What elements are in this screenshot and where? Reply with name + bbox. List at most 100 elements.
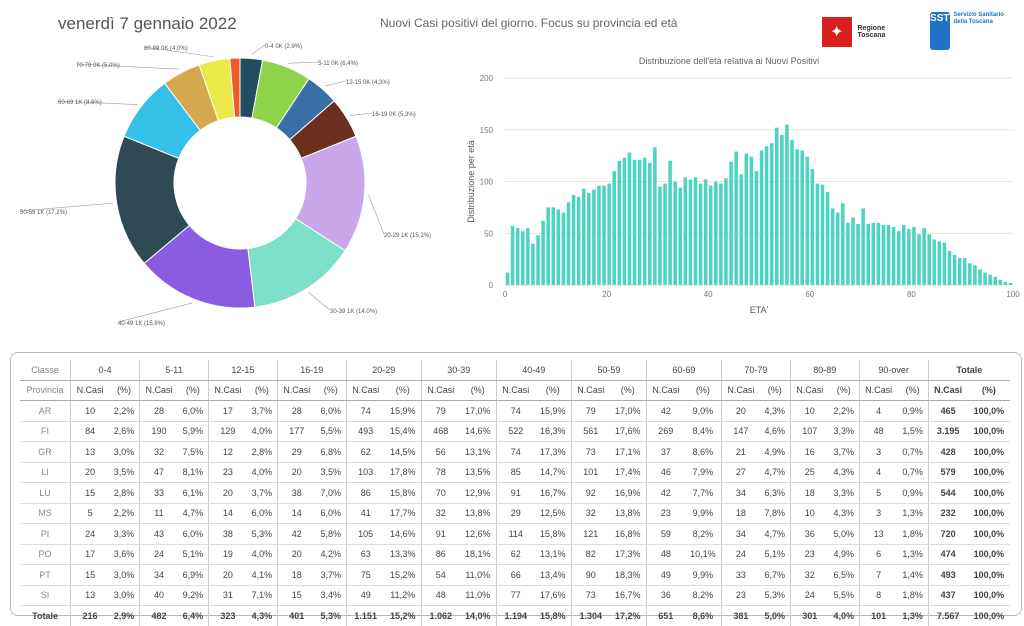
table-cell: 84 (70, 421, 110, 442)
age-bar (998, 279, 1003, 285)
age-bar (556, 209, 561, 285)
table-cell: 13 (858, 523, 898, 545)
table-cell: 17,8% (384, 462, 422, 483)
age-bar (607, 183, 611, 285)
regione-toscana-logo: ✦ Regione Toscana (822, 14, 914, 50)
table-cell: 6,1% (177, 482, 209, 504)
table-cell: 23 (720, 585, 760, 606)
table-cell: 8,6% (684, 605, 722, 626)
province-cell: PO (20, 544, 71, 565)
pie-slice-label: 12-15 0K (4,3%) (346, 80, 390, 86)
age-bar (744, 153, 749, 285)
age-bar (729, 161, 733, 285)
age-bar (526, 228, 530, 285)
y-axis-label: Distribuzione per età (466, 140, 476, 223)
table-cell: 32 (789, 564, 829, 586)
total-cell: 232 (927, 503, 968, 524)
table-cell: 4,0% (246, 462, 278, 483)
table-cell: 77 (495, 585, 535, 606)
table-cell: 46 (645, 462, 685, 483)
province-cell: LU (20, 482, 71, 504)
age-bar (780, 134, 784, 285)
total-cell: 474 (927, 544, 968, 565)
pie-slice-label: 16-19 0K (5,3%) (372, 112, 416, 118)
table-cell: 15 (276, 585, 316, 606)
table-cell: 3,3% (828, 421, 860, 442)
age-bar (815, 183, 820, 285)
table-cell: 23 (645, 503, 685, 524)
table-cell: 48 (645, 544, 685, 565)
x-tick-label: 100 (1006, 290, 1020, 299)
table-cell: 25 (789, 462, 829, 483)
age-bar (861, 208, 865, 285)
table-cell: 6,8% (315, 441, 347, 463)
province-age-table: Classe 0-4 5-11 12-15 16-19 20-29 30-39 40-49 50… (20, 360, 1010, 626)
total-pct-cell: 100,0% (967, 544, 1010, 565)
table-cell: 7,8% (759, 503, 791, 524)
report-date: venerdì 7 gennaio 2022 (58, 14, 237, 33)
table-cell: 6,0% (177, 400, 209, 422)
age-bar (571, 194, 576, 285)
table-cell: 2,2% (109, 503, 140, 524)
table-cell: 101 (858, 605, 898, 626)
header-ncasi: N.Casi (420, 380, 460, 401)
table-cell: 114 (495, 523, 535, 545)
pie-slice-label: 80-89 0K (4,0%) (144, 46, 188, 52)
header-pct: (%) (459, 380, 497, 401)
table-cell: 32 (139, 441, 178, 463)
table-cell: 12 (207, 441, 247, 463)
table-cell: 0,9% (897, 482, 929, 504)
table-cell: 561 (570, 421, 610, 442)
table-cell: 62 (495, 544, 535, 565)
pie-label-line (288, 61, 319, 64)
y-tick-label: 0 (489, 281, 494, 290)
age-bar (612, 171, 616, 285)
table-cell: 16,7% (609, 585, 647, 606)
table-cell: 3,5% (109, 462, 140, 483)
table-row: SI 13 3,0% 40 9,2% 31 7,1% 15 3,4% 49 11,2% 48 11,0%… (20, 585, 1010, 606)
age-bar (907, 229, 911, 285)
table-cell: 78 (420, 462, 460, 483)
table-cell: 5 (858, 482, 898, 504)
province-cell: MS (20, 503, 71, 524)
pie-slice-label: 0-4 0K (2,9%) (265, 44, 302, 50)
table-cell: 4,3% (759, 400, 791, 422)
table-cell: 3,0% (109, 585, 140, 606)
age-bar (917, 234, 921, 285)
header-age-class: 12-15 (207, 360, 278, 381)
age-bar (551, 207, 556, 285)
table-cell: 42 (645, 400, 685, 422)
pie-slice-label: 50-59 1K (17,2%) (20, 210, 67, 216)
pie-slice-label: 70-79 0K (5,0%) (76, 63, 120, 69)
header-age-class: 80-89 (789, 360, 860, 381)
table-cell: 5 (70, 503, 110, 524)
table-total-row: Totale 216 2,9% 482 6,4% 323 4,3% 401 5,3% 1.151 1… (20, 605, 1010, 626)
pie-label-line (251, 44, 266, 55)
table-cell: 4,3% (246, 605, 278, 626)
age-bar (835, 212, 840, 285)
x-tick-label: 0 (503, 290, 508, 299)
header-ncasi: N.Casi (70, 380, 110, 401)
table-row: PI 24 3,3% 43 6,0% 38 5,3% 42 5,8% 105 14,6% 91 12,6… (20, 523, 1010, 545)
table-cell: 54 (420, 564, 460, 586)
table-cell: 4,0% (246, 544, 278, 565)
pie-label-line (308, 292, 331, 311)
age-bar (932, 239, 937, 285)
table-cell: 47 (139, 462, 178, 483)
table-cell: 24 (70, 523, 110, 545)
age-bar (957, 258, 962, 285)
table-cell: 9,2% (177, 585, 209, 606)
age-bar (912, 227, 916, 285)
age-bar (795, 149, 799, 285)
table-cell: 19 (207, 544, 247, 565)
age-bar (698, 183, 703, 285)
province-cell: AR (20, 400, 71, 422)
pie-slice-label: 30-39 1K (14,0%) (330, 309, 377, 315)
header-pct: (%) (109, 380, 140, 401)
pie-label-line (349, 112, 373, 116)
table-cell: 6,7% (759, 564, 791, 586)
total-cell: 7.567 (927, 605, 968, 626)
table-cell: 105 (345, 523, 385, 545)
x-tick-label: 20 (602, 290, 611, 299)
table-cell: 24 (139, 544, 178, 565)
